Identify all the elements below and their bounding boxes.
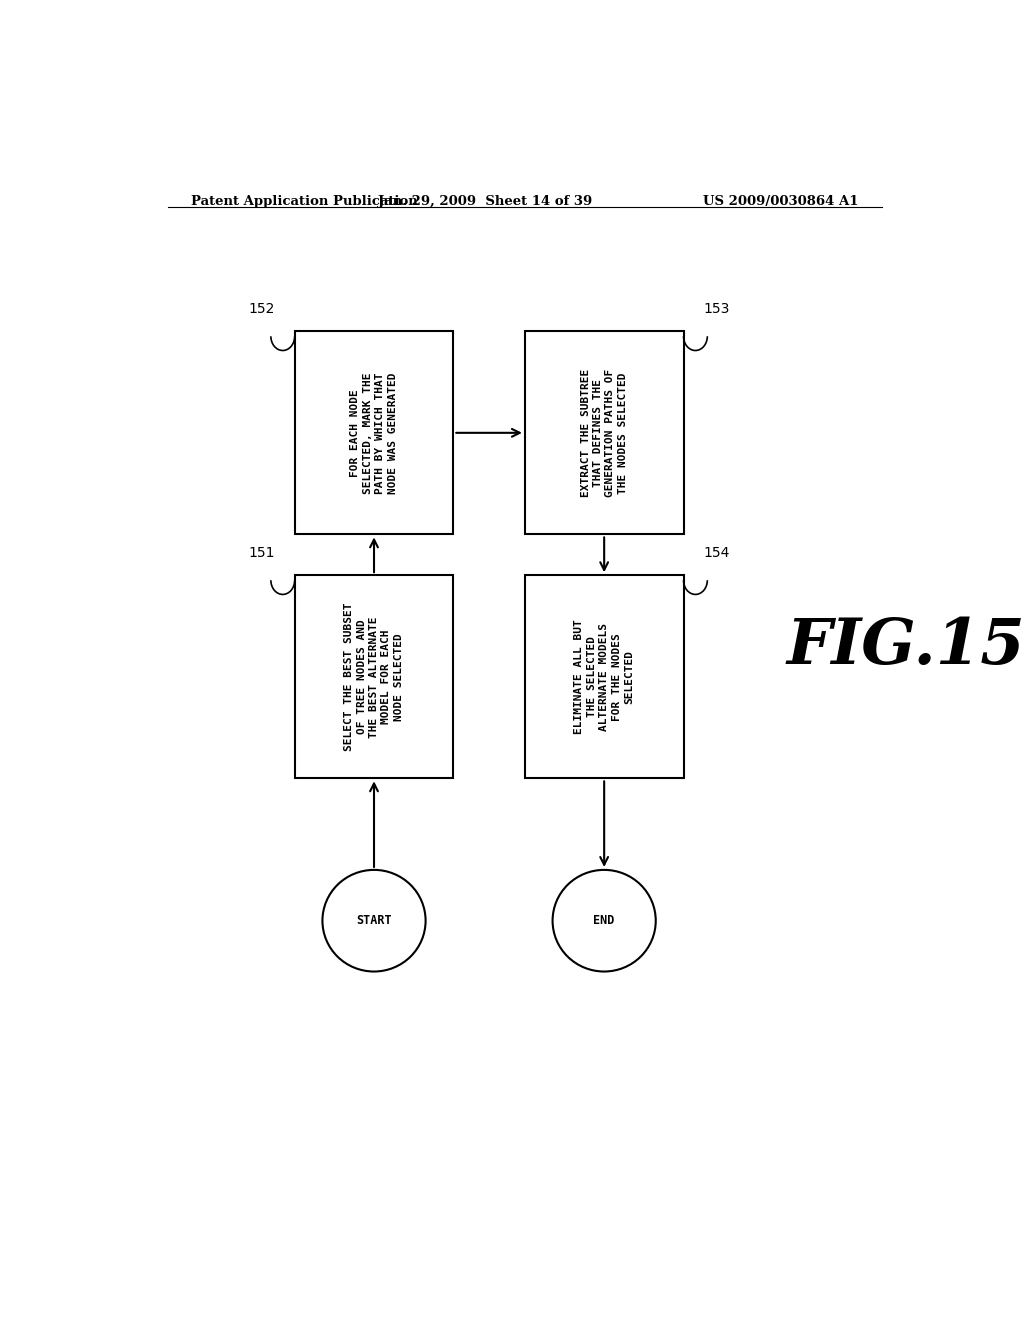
Text: EXTRACT THE SUBTREE
THAT DEFINES THE
GENERATION PATHS OF
THE NODES SELECTED: EXTRACT THE SUBTREE THAT DEFINES THE GEN… bbox=[581, 368, 628, 496]
Text: FIG.15: FIG.15 bbox=[786, 615, 1024, 677]
Text: Patent Application Publication: Patent Application Publication bbox=[191, 195, 418, 209]
Text: ELIMINATE ALL BUT
THE SELECTED
ALTERNATE MODELS
FOR THE NODES
SELECTED: ELIMINATE ALL BUT THE SELECTED ALTERNATE… bbox=[574, 619, 634, 734]
Bar bbox=[524, 331, 684, 535]
Text: Jan. 29, 2009  Sheet 14 of 39: Jan. 29, 2009 Sheet 14 of 39 bbox=[378, 195, 592, 209]
Text: START: START bbox=[356, 915, 392, 927]
Ellipse shape bbox=[323, 870, 426, 972]
Text: FOR EACH NODE
SELECTED, MARK THE
PATH BY WHICH THAT
NODE WAS GENERATED: FOR EACH NODE SELECTED, MARK THE PATH BY… bbox=[350, 372, 397, 494]
Text: END: END bbox=[594, 915, 614, 927]
Bar bbox=[295, 331, 454, 535]
Text: 154: 154 bbox=[703, 546, 730, 560]
Bar bbox=[295, 576, 454, 779]
Ellipse shape bbox=[553, 870, 655, 972]
Text: US 2009/0030864 A1: US 2009/0030864 A1 bbox=[702, 195, 858, 209]
Text: SELECT THE BEST SUBSET
OF TREE NODES AND
THE BEST ALTERNATE
MODEL FOR EACH
NODE : SELECT THE BEST SUBSET OF TREE NODES AND… bbox=[344, 602, 403, 751]
Bar bbox=[524, 576, 684, 779]
Text: 151: 151 bbox=[248, 546, 274, 560]
Text: 152: 152 bbox=[249, 302, 274, 315]
Text: 153: 153 bbox=[703, 302, 730, 315]
